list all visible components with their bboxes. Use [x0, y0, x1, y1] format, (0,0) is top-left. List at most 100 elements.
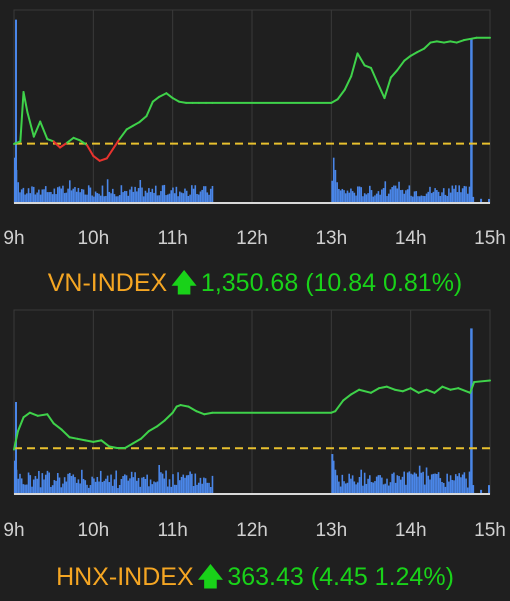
volume-bar [132, 477, 135, 494]
volume-bar [417, 196, 419, 203]
volume-bar [24, 194, 26, 203]
price-line-segment [60, 428, 71, 439]
volume-bar [185, 475, 188, 494]
volume-bar [341, 188, 344, 203]
volume-bar [381, 477, 383, 494]
x-tick-label: 9h [3, 228, 24, 249]
volume-bar [386, 196, 388, 203]
volume-bar [31, 186, 33, 203]
volume-bar [81, 188, 83, 203]
volume-bar [98, 193, 100, 203]
volume-bar [460, 477, 462, 494]
price-line-segment [118, 128, 128, 141]
volume-bar [465, 478, 467, 494]
price-line-segment [389, 69, 399, 79]
volume-bar [425, 467, 428, 494]
volume-bar [62, 483, 64, 494]
price-line-segment [179, 404, 190, 408]
volume-bar [206, 192, 209, 203]
volume-bar [379, 194, 381, 203]
volume-bar [355, 195, 357, 203]
volume-bar [418, 196, 421, 203]
volume-bar [127, 480, 130, 494]
volume-bar [211, 475, 214, 494]
price-line-segment [416, 47, 426, 54]
volume-bar [32, 186, 35, 203]
price-line-segment [108, 445, 119, 449]
x-tick-label: 14h [395, 228, 427, 249]
volume-bar [110, 474, 112, 494]
volume-bar [444, 194, 447, 203]
x-tick-label: 15h [474, 520, 506, 541]
volume-bar [75, 482, 78, 494]
volume-bar [189, 194, 191, 203]
volume-bar [358, 476, 361, 494]
volume-bar [158, 195, 160, 203]
volume-bar [129, 189, 131, 203]
volume-bar [372, 482, 375, 494]
price-line-segment [46, 413, 55, 425]
price-line-segment [356, 52, 366, 67]
volume-bar [201, 189, 203, 203]
volume-bar [132, 191, 135, 203]
volume-bar [69, 472, 71, 494]
volume-bar [384, 181, 387, 203]
volume-bar [177, 472, 179, 494]
volume-bar [398, 181, 400, 203]
volume-bar [166, 486, 169, 494]
volume-bar [420, 472, 423, 494]
volume-bar [468, 186, 471, 203]
price-line-segment [165, 92, 174, 100]
volume-bar [103, 480, 105, 494]
volume-bar [39, 487, 42, 494]
price-line-segment [22, 91, 29, 114]
volume-bar [87, 487, 90, 494]
volume-bar [399, 190, 402, 203]
hnx-index-name: HNX-INDEX [56, 563, 194, 591]
price-line-segment [469, 381, 476, 394]
price-line-segment [425, 388, 436, 394]
price-line-segment [32, 120, 42, 138]
volume-bar [194, 185, 197, 203]
volume-bar [344, 483, 347, 494]
price-line-segment [155, 419, 166, 428]
volume-bar [436, 190, 438, 203]
volume-bar [377, 191, 380, 203]
volume-bar [184, 477, 186, 494]
vn-index-name: VN-INDEX [47, 269, 168, 297]
volume-bar [192, 486, 195, 494]
volume-bar [46, 470, 49, 494]
volume-bar [375, 193, 378, 203]
volume-bar [353, 481, 356, 494]
hnx-index-summary: HNX-INDEX 🡅 363.43 (4.45 1.24%) [0, 558, 510, 601]
volume-bar [53, 188, 56, 203]
volume-bar [136, 480, 138, 494]
volume-bar [410, 473, 412, 494]
volume-bar [179, 191, 181, 203]
volume-bar [453, 188, 455, 203]
price-line-segment [28, 411, 39, 417]
volume-bar [134, 472, 136, 494]
volume-bar [81, 469, 83, 494]
volume-bar [56, 473, 59, 494]
hnx-index-value: 363.43 [227, 563, 304, 591]
volume-bar [62, 185, 64, 203]
volume-bar [461, 474, 464, 494]
price-line-segment [163, 411, 174, 422]
volume-bar [351, 191, 354, 203]
volume-bar [348, 473, 350, 494]
volume-bar [27, 472, 30, 494]
volume-bar [363, 193, 366, 203]
volume-bar [396, 475, 399, 494]
volume-bar [466, 487, 469, 494]
price-line-segment [455, 39, 465, 44]
volume-bar [115, 470, 118, 494]
volume-bar [379, 475, 381, 494]
volume-bar [358, 186, 361, 203]
volume-bar [196, 484, 198, 494]
volume-bar [355, 484, 357, 494]
volume-bar [111, 485, 114, 494]
volume-bar [332, 460, 335, 494]
volume-bar [170, 486, 173, 494]
volume-bar [405, 484, 407, 494]
